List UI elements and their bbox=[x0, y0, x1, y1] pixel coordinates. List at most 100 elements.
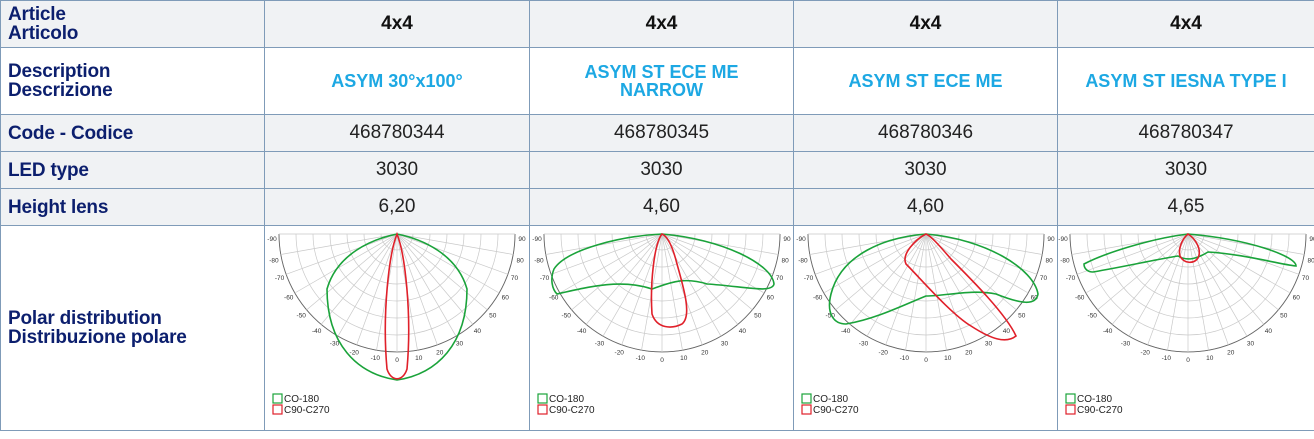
height-lens-cell: 6,20 bbox=[264, 188, 530, 226]
angle-tick-label: -70 bbox=[275, 275, 285, 282]
angle-tick-label: -80 bbox=[534, 258, 544, 265]
angle-tick-label: 0 bbox=[395, 357, 399, 364]
angle-tick-label: -20 bbox=[879, 349, 889, 356]
row-description: Description Descrizione ASYM 30°x100° AS… bbox=[0, 47, 1314, 115]
legend-label: C90-C270 bbox=[284, 405, 330, 416]
angle-tick-label: -90 bbox=[1058, 236, 1068, 243]
article-label-it: Articolo bbox=[8, 23, 79, 44]
legend-label: CO-180 bbox=[284, 394, 319, 405]
angle-tick-label: -50 bbox=[297, 312, 307, 319]
angle-tick-label: 30 bbox=[985, 340, 993, 347]
angle-tick-label: 90 bbox=[1309, 236, 1314, 243]
polar-grid bbox=[807, 233, 1045, 353]
angle-tick-label: -90 bbox=[532, 236, 542, 243]
code-label: Code - Codice bbox=[0, 114, 265, 152]
row-led-type: LED type 3030 3030 3030 3030 bbox=[0, 151, 1314, 189]
angle-tick-label: 50 bbox=[1018, 312, 1026, 319]
angle-tick-label: -80 bbox=[1060, 258, 1070, 265]
angle-tick-label: -40 bbox=[1103, 328, 1113, 335]
c0-180-curve bbox=[1083, 233, 1297, 273]
polar-cell: -90 -80 -70 -60 -50 -40 -30 -20 -10 0 10 20 30 40 50 60… bbox=[793, 225, 1058, 431]
angle-tick-label: 70 bbox=[1040, 275, 1048, 282]
code-cell: 468780344 bbox=[264, 114, 530, 152]
angle-tick-label: -30 bbox=[595, 340, 605, 347]
angle-tick-label: 90 bbox=[1047, 236, 1055, 243]
angle-tick-label: 60 bbox=[502, 295, 510, 302]
legend-label: C90-C270 bbox=[549, 405, 595, 416]
article-cell: 4x4 bbox=[529, 0, 794, 48]
angle-tick-label: 30 bbox=[456, 340, 464, 347]
angle-tick-label: 20 bbox=[436, 349, 444, 356]
led-type-cell: 3030 bbox=[529, 151, 794, 189]
led-type-cell: 3030 bbox=[1057, 151, 1314, 189]
polar-cell: -90 -80 -70 -60 -50 -40 -30 -20 -10 0 10 20 30 40 50 60… bbox=[264, 225, 530, 431]
polar-grid bbox=[278, 233, 516, 353]
description-cell: ASYM ST ECE ME NARROW bbox=[529, 47, 794, 115]
legend-swatch bbox=[1065, 393, 1076, 404]
legend-swatch bbox=[801, 404, 812, 415]
article-cell: 4x4 bbox=[793, 0, 1058, 48]
polar-grid bbox=[543, 233, 781, 353]
c90-c270-curve bbox=[904, 233, 1017, 341]
c90-c270-curve bbox=[1178, 233, 1201, 264]
angle-tick-label: 0 bbox=[660, 357, 664, 364]
angle-tick-label: 40 bbox=[1003, 328, 1011, 335]
angle-tick-label: 80 bbox=[1045, 258, 1053, 265]
angle-tick-label: 10 bbox=[415, 355, 423, 362]
angle-tick-label: -40 bbox=[841, 328, 851, 335]
angle-tick-label: 70 bbox=[776, 275, 784, 282]
description-label: Description Descrizione bbox=[0, 47, 265, 115]
article-cell: 4x4 bbox=[1057, 0, 1314, 48]
angle-tick-label: -80 bbox=[798, 258, 808, 265]
angle-tick-label: 10 bbox=[1206, 355, 1214, 362]
polar-cell: -90 -80 -70 -60 -50 -40 -30 -20 -10 0 10 20 30 40 50 60… bbox=[1057, 225, 1314, 431]
code-cell: 468780345 bbox=[529, 114, 794, 152]
angle-tick-label: -40 bbox=[312, 328, 322, 335]
polar-diagram: -90 -80 -70 -60 -50 -40 -30 -20 -10 0 10 20 30 40 50 60… bbox=[532, 233, 791, 416]
angle-tick-label: -90 bbox=[267, 236, 277, 243]
angle-tick-label: -70 bbox=[1066, 275, 1076, 282]
angle-tick-label: -50 bbox=[562, 312, 572, 319]
polar-diagram: -90 -80 -70 -60 -50 -40 -30 -20 -10 0 10 20 30 40 50 60… bbox=[267, 231, 526, 416]
code-cell: 468780346 bbox=[793, 114, 1058, 152]
angle-tick-label: 30 bbox=[721, 340, 729, 347]
angle-tick-label: -70 bbox=[540, 275, 550, 282]
polar-label: Polar distribution Distribuzione polare bbox=[0, 225, 265, 431]
led-type-cell: 3030 bbox=[793, 151, 1058, 189]
description-label-it: Descrizione bbox=[8, 80, 113, 101]
angle-tick-label: 50 bbox=[1280, 312, 1288, 319]
angle-tick-label: 40 bbox=[474, 328, 482, 335]
legend-label: CO-180 bbox=[813, 394, 848, 405]
angle-tick-label: -60 bbox=[549, 295, 559, 302]
angle-tick-label: -20 bbox=[1141, 349, 1151, 356]
angle-tick-label: -60 bbox=[284, 295, 294, 302]
angle-tick-label: -20 bbox=[350, 349, 360, 356]
legend-label: C90-C270 bbox=[813, 405, 859, 416]
c0-180-curve bbox=[326, 233, 468, 381]
led-type-cell: 3030 bbox=[264, 151, 530, 189]
angle-tick-label: 40 bbox=[739, 328, 747, 335]
description-cell: ASYM ST ECE ME bbox=[793, 47, 1058, 115]
angle-tick-label: 20 bbox=[965, 349, 973, 356]
angle-tick-label: -80 bbox=[269, 258, 279, 265]
angle-tick-label: 80 bbox=[781, 258, 789, 265]
height-lens-label: Height lens bbox=[0, 188, 265, 226]
led-type-label: LED type bbox=[0, 151, 265, 189]
angle-tick-label: -70 bbox=[804, 275, 814, 282]
c0-180-curve bbox=[828, 233, 1039, 325]
angle-tick-label: 50 bbox=[489, 312, 497, 319]
angle-tick-label: -30 bbox=[330, 340, 340, 347]
angle-tick-label: 0 bbox=[924, 357, 928, 364]
height-lens-cell: 4,60 bbox=[793, 188, 1058, 226]
angle-tick-label: -50 bbox=[1088, 312, 1098, 319]
polar-cell: -90 -80 -70 -60 -50 -40 -30 -20 -10 0 10 20 30 40 50 60… bbox=[529, 225, 794, 431]
angle-tick-label: -60 bbox=[813, 295, 823, 302]
angle-tick-label: 60 bbox=[1293, 295, 1301, 302]
angle-tick-label: -10 bbox=[1162, 355, 1172, 362]
row-height-lens: Height lens 6,20 4,60 4,60 4,65 bbox=[0, 188, 1314, 226]
angle-tick-label: 90 bbox=[783, 236, 791, 243]
legend-swatch bbox=[801, 393, 812, 404]
c90-c270-curve bbox=[384, 231, 410, 380]
legend-label: CO-180 bbox=[1077, 394, 1112, 405]
description-text: ASYM ST ECE ME bbox=[848, 71, 1003, 91]
